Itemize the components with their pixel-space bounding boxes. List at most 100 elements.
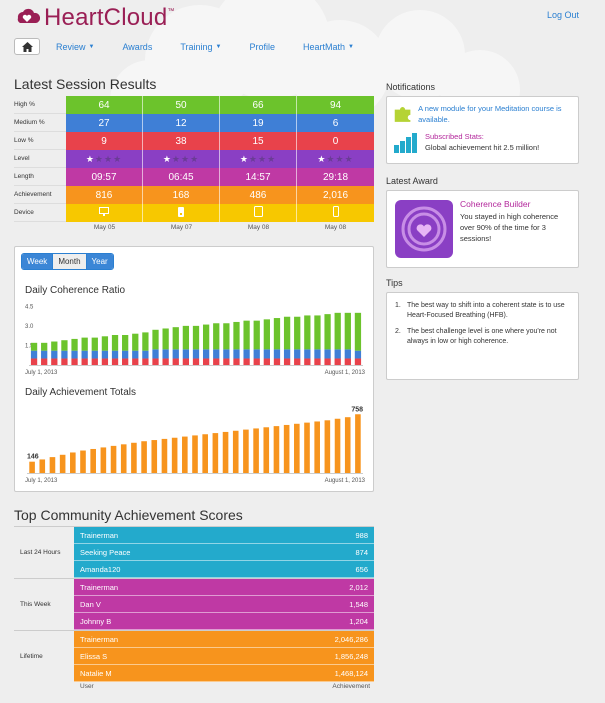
nav-heartmath[interactable]: HeartMath ▼ <box>302 41 354 52</box>
achievement-bar <box>243 429 249 473</box>
coherence-bar-medium <box>273 349 281 359</box>
logout-link[interactable]: Log Out <box>546 10 579 20</box>
first-value-label: 146 <box>27 454 39 461</box>
coherence-bar-low <box>51 358 58 365</box>
tab-year[interactable]: Year <box>86 254 113 269</box>
session-results-table: High % 64 50 66 94 Medium % 27 12 19 6 Low % 9 38 15 0… <box>14 96 374 231</box>
achievement-bar <box>192 435 198 473</box>
coherence-bar-low <box>182 358 190 365</box>
coherence-bar-high <box>202 324 210 350</box>
coherence-bar-low <box>71 358 78 365</box>
coherence-bar-medium <box>182 349 190 359</box>
group-label: This Week <box>20 601 51 608</box>
session-cell-high: 64 <box>66 96 143 114</box>
achievement-bar <box>39 459 46 473</box>
usb-sensor-icon <box>178 206 184 220</box>
coherence-bar-high <box>223 323 230 350</box>
trademark: ™ <box>167 8 175 15</box>
coherence-bar-high <box>111 335 119 351</box>
coherence-bar-medium <box>152 349 159 359</box>
tab-week[interactable]: Week <box>22 254 53 269</box>
coherence-bar-low <box>30 358 38 365</box>
coherence-bar-low <box>243 358 250 365</box>
session-cell-achievement: 168 <box>143 186 220 204</box>
coherence-bar-low <box>283 358 291 365</box>
session-cell-medium: 19 <box>220 114 297 132</box>
achievement-bar <box>80 450 86 473</box>
session-cell-device <box>297 204 374 222</box>
coherence-bar-low <box>253 358 260 365</box>
achievement-bar <box>212 433 219 473</box>
logo[interactable]: HeartCloud ™ <box>14 4 174 32</box>
coherence-bar-medium <box>202 349 210 359</box>
coherence-bar-high <box>294 316 301 350</box>
coherence-bar-medium <box>30 350 38 359</box>
row-label: Level <box>14 150 66 168</box>
bar-chart-icon <box>394 133 417 153</box>
leaderboard-row[interactable]: Trainerman 988 <box>74 527 374 544</box>
nav-profile[interactable]: Profile <box>249 41 275 52</box>
leaderboard-footer: User Achievement <box>80 683 370 690</box>
achievement-bar <box>324 420 331 473</box>
leaderboard-row[interactable]: Trainerman 2,046,286 <box>74 631 374 648</box>
period-toggle: Week Month Year <box>21 253 114 270</box>
community-group: This Week Trainerman 2,012 Dan V 1,548 Johnny… <box>14 578 374 630</box>
leaderboard-row[interactable]: Trainerman 2,012 <box>74 579 374 596</box>
leaderboard-row[interactable]: Natalie M 1,468,124 <box>74 665 374 682</box>
row-label: Medium % <box>14 114 66 132</box>
coherence-bar-low <box>142 358 149 365</box>
coherence-bar-high <box>354 312 362 351</box>
session-row-device: Device <box>14 204 374 222</box>
achievement-bar <box>131 442 137 473</box>
session-cell-achievement: 2,016 <box>297 186 374 204</box>
leaderboard-row[interactable]: Amanda120 656 <box>74 561 374 578</box>
leaderboard-row[interactable]: Johnny B 1,204 <box>74 613 374 630</box>
leaderboard-row[interactable]: Elissa S 1,856,248 <box>74 648 374 665</box>
leaderboard-score: 1,856,248 <box>334 651 368 661</box>
coherence-bar-low <box>314 358 321 365</box>
session-cell-level: ★★★★ <box>143 150 220 168</box>
leaderboard-user: Trainerman <box>80 582 119 592</box>
leaderboard-score: 1,468,124 <box>334 668 368 678</box>
coherence-bar-high <box>122 335 129 351</box>
coherence-bar-medium <box>253 349 260 359</box>
notification-item[interactable]: A new module for your Meditation course … <box>387 103 578 125</box>
tab-month[interactable]: Month <box>52 254 87 269</box>
leaderboard-score: 1,204 <box>349 616 368 626</box>
home-button[interactable] <box>14 38 40 55</box>
phone-icon <box>332 206 339 220</box>
coherence-bar-medium <box>294 349 301 359</box>
coherence-bar-high <box>243 320 250 350</box>
nav-training[interactable]: Training ▼ <box>180 41 222 52</box>
home-icon <box>21 41 33 52</box>
nav-awards[interactable]: Awards <box>122 41 153 52</box>
achievement-bar <box>232 430 239 473</box>
achievement-bar <box>49 457 56 473</box>
row-label: Length <box>14 168 66 186</box>
coherence-bar-low <box>172 358 179 365</box>
coherence-bar-high <box>253 320 260 350</box>
session-row-low: Low % 9 38 15 0 <box>14 132 374 150</box>
row-label: High % <box>14 96 66 114</box>
community-title: Top Community Achievement Scores <box>14 507 243 523</box>
session-cell-level: ★★★★ <box>66 150 143 168</box>
x-start-label: July 1, 2013 <box>25 478 58 484</box>
coherence-bar-low <box>101 358 109 365</box>
leaderboard-user: Johnny B <box>80 616 112 626</box>
app-name: HeartCloud <box>44 4 168 31</box>
achievement-bar <box>202 434 208 473</box>
coherence-bar-medium <box>81 350 88 359</box>
coherence-bar-medium <box>354 350 362 359</box>
notification-item[interactable]: Subscribed Stats: Global achievement hit … <box>387 131 578 153</box>
community-group: Lifetime Trainerman 2,046,286 Elissa S 1,856… <box>14 630 374 682</box>
leaderboard-row[interactable]: Dan V 1,548 <box>74 596 374 613</box>
leaderboard-row[interactable]: Seeking Peace 874 <box>74 544 374 561</box>
coherence-bar-low <box>192 358 200 365</box>
leaderboard-user: Trainerman <box>80 634 119 644</box>
session-row-achievement: Achievement 816 168 486 2,016 <box>14 186 374 204</box>
coherence-bar-medium <box>314 349 321 359</box>
session-dates: May 05 May 07 May 08 May 08 <box>66 224 374 231</box>
coherence-bar-high <box>162 328 169 350</box>
notification-link[interactable]: Subscribed Stats: <box>425 132 484 141</box>
nav-review[interactable]: Review ▼ <box>56 41 95 52</box>
